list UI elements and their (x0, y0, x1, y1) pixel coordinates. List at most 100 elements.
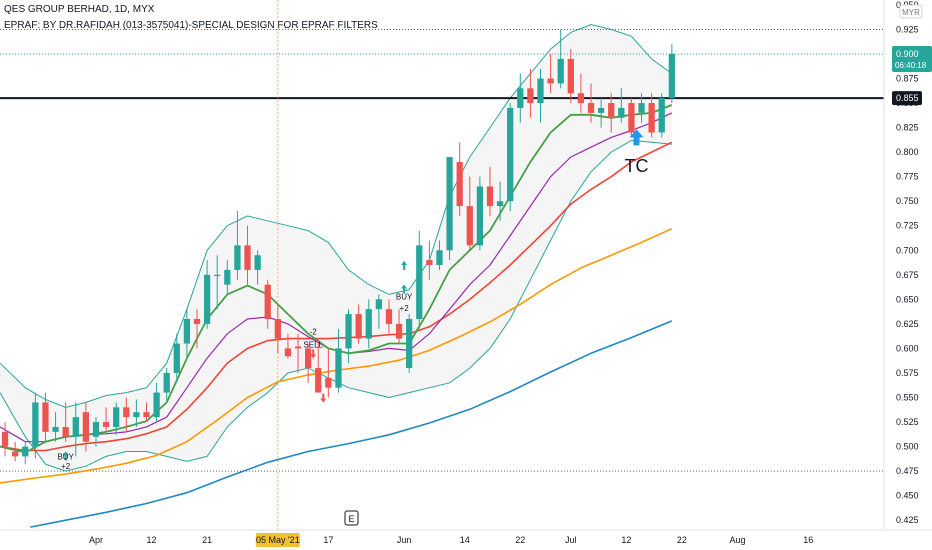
candle (587, 83, 595, 123)
time-tick-label: Jun (397, 535, 412, 545)
signal-arrow-up-icon (401, 284, 408, 294)
signal-annotation: +2 (61, 462, 71, 471)
candle (436, 240, 443, 270)
candle-body (113, 407, 120, 427)
candle (456, 142, 463, 216)
candle (214, 255, 221, 310)
candle-body (234, 245, 241, 270)
candle-body (547, 78, 554, 84)
price-tick-label: 0.750 (896, 196, 919, 206)
candle-body (274, 318, 281, 339)
candle-body (527, 88, 534, 104)
signal-arrow-down-icon (310, 349, 317, 359)
price-tick-label: 0.700 (896, 245, 919, 255)
currency-badge-text: MYR (902, 8, 920, 17)
candle-body (264, 284, 271, 319)
price-tick-label: 0.425 (896, 515, 919, 525)
candle (264, 279, 271, 329)
candle-body (52, 426, 59, 432)
level-price-value: 0.855 (896, 93, 919, 103)
candle-body (173, 343, 180, 373)
candle (133, 399, 140, 427)
candle-body (577, 93, 585, 104)
signal-annotation: SELL (303, 340, 323, 349)
candle (203, 260, 211, 329)
candle (234, 211, 241, 280)
candle-body (254, 255, 261, 270)
candle-body (618, 107, 625, 118)
candle (527, 68, 534, 118)
candle-body (62, 426, 69, 437)
earnings-marker-box (344, 510, 359, 526)
candle (1, 422, 9, 457)
candle-body (466, 206, 473, 246)
candle (32, 392, 39, 459)
candle-body (638, 103, 645, 113)
candle-body (203, 274, 211, 324)
candle (365, 299, 372, 349)
indicator-label: EPRAF: BY DR.RAFIDAH (013-3575041)-SPECI… (4, 20, 378, 31)
candle (335, 328, 342, 393)
candle (163, 368, 170, 403)
candle (658, 93, 665, 138)
candle-body (406, 318, 413, 369)
candle (42, 392, 49, 442)
candle-body (416, 245, 423, 319)
price-tick-label: 0.650 (896, 294, 919, 304)
candle (395, 309, 403, 344)
candle (446, 157, 453, 261)
last-price-value: 0.900 (896, 49, 919, 59)
candle (244, 225, 251, 285)
candle-body (355, 314, 362, 339)
candle (426, 240, 433, 280)
ema-blue-line (30, 320, 673, 528)
candle (537, 68, 544, 123)
candle (486, 166, 494, 216)
candle-body (628, 103, 635, 133)
price-tick-label: 0.875 (896, 74, 919, 84)
candle-body (486, 186, 494, 207)
candle-body (517, 88, 524, 108)
candle-body (82, 412, 90, 442)
signal-annotation: +2 (400, 304, 410, 313)
candle-body (315, 368, 322, 393)
time-tick-label: 14 (460, 535, 470, 545)
candle-body (42, 402, 49, 432)
candle-body (133, 412, 140, 418)
level-price-tag (892, 91, 922, 106)
price-tick-label: 0.500 (896, 442, 919, 452)
candle-body (335, 348, 342, 388)
candle (82, 402, 90, 452)
candle (648, 93, 655, 138)
candle-body (648, 103, 655, 133)
candle-body (284, 348, 292, 357)
candle (507, 103, 514, 212)
candle (385, 299, 393, 334)
candle (325, 348, 332, 398)
signal-annotation: BUY (396, 292, 413, 301)
candle-body (153, 392, 160, 418)
time-tick-label: 22 (515, 535, 525, 545)
candle-body (214, 274, 221, 277)
candle (375, 294, 382, 329)
currency-badge-box (899, 4, 923, 19)
candle-body (102, 422, 110, 427)
candle (284, 333, 292, 359)
candle (496, 181, 504, 221)
time-tick-label: 16 (803, 535, 813, 545)
candle (355, 304, 362, 344)
price-tick-label: 0.600 (896, 343, 919, 353)
candle (173, 333, 180, 383)
candle-body (163, 372, 170, 393)
last-price-tag (892, 45, 932, 72)
candle (12, 441, 19, 462)
signal-arrow-down-icon (320, 393, 327, 403)
signal-annotation: BUY (57, 452, 74, 461)
candle (608, 93, 615, 133)
candle (416, 230, 423, 329)
candle (517, 73, 524, 123)
candle-body (1, 431, 9, 447)
candle-body (537, 78, 544, 104)
price-tick-label: 0.775 (896, 172, 919, 182)
